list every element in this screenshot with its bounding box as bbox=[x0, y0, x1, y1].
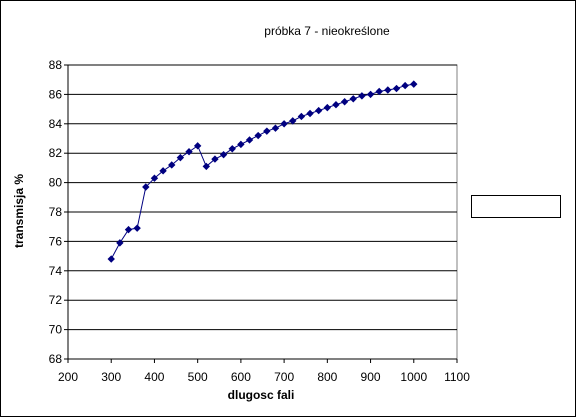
data-point bbox=[306, 109, 314, 118]
data-point bbox=[159, 167, 167, 175]
chart-title: próbka 7 - nieokreślone bbox=[264, 24, 390, 38]
data-point bbox=[107, 255, 115, 263]
data-point bbox=[219, 150, 228, 159]
x-tick-label: 200 bbox=[58, 370, 78, 384]
data-point bbox=[193, 142, 202, 150]
data-point bbox=[237, 140, 245, 149]
data-point bbox=[349, 95, 357, 103]
data-point bbox=[185, 148, 193, 156]
data-point bbox=[124, 225, 133, 234]
data-point bbox=[297, 112, 306, 121]
data-point bbox=[142, 183, 150, 191]
x-tick-label: 400 bbox=[144, 370, 164, 384]
x-tick-label: 900 bbox=[361, 370, 381, 384]
data-point bbox=[254, 131, 262, 140]
x-tick-label: 500 bbox=[188, 370, 208, 384]
y-tick-label: 76 bbox=[49, 234, 63, 248]
x-tick-label: 1000 bbox=[400, 370, 427, 384]
legend bbox=[471, 195, 561, 218]
x-axis-label: dlugosc fali bbox=[228, 388, 295, 402]
data-point bbox=[116, 239, 124, 247]
data-point bbox=[245, 136, 254, 144]
x-axis-ticks: 200 300 400 500 600 700 800 900 1000 1100 bbox=[58, 359, 470, 384]
data-point bbox=[358, 92, 366, 100]
data-point bbox=[133, 224, 141, 232]
data-point bbox=[228, 145, 236, 153]
y-tick-label: 88 bbox=[49, 58, 63, 72]
data-point bbox=[150, 174, 159, 182]
y-tick-label: 80 bbox=[49, 176, 63, 190]
x-tick-label: 800 bbox=[317, 370, 337, 384]
data-point bbox=[289, 117, 297, 125]
x-tick-label: 1100 bbox=[444, 370, 470, 384]
data-point bbox=[176, 153, 185, 162]
data-point bbox=[202, 162, 211, 171]
data-point bbox=[332, 100, 340, 109]
data-point bbox=[410, 80, 418, 88]
x-tick-label: 700 bbox=[274, 370, 294, 384]
gridlines bbox=[68, 64, 457, 331]
y-tick-label: 74 bbox=[49, 264, 63, 278]
data-point bbox=[168, 161, 176, 169]
data-point bbox=[323, 103, 332, 112]
data-point bbox=[280, 120, 288, 128]
data-point bbox=[401, 81, 409, 90]
data-point bbox=[263, 127, 271, 135]
data-point bbox=[271, 124, 280, 132]
x-tick-label: 600 bbox=[231, 370, 251, 384]
y-tick-label: 84 bbox=[49, 117, 63, 131]
y-axis-label: transmisja % bbox=[12, 174, 26, 248]
data-point bbox=[375, 87, 383, 96]
data-point bbox=[340, 98, 349, 106]
y-tick-label: 72 bbox=[49, 293, 63, 307]
y-tick-label: 82 bbox=[49, 146, 63, 160]
series bbox=[107, 80, 418, 263]
y-axis-ticks: 68 70 72 74 76 78 80 82 84 86 88 bbox=[49, 58, 68, 366]
x-tick-label: 300 bbox=[101, 370, 121, 384]
y-tick-label: 78 bbox=[49, 205, 63, 219]
y-tick-label: 70 bbox=[49, 323, 63, 337]
y-tick-label: 86 bbox=[49, 87, 63, 101]
y-tick-label: 68 bbox=[49, 352, 63, 366]
data-point bbox=[384, 86, 392, 94]
data-point bbox=[366, 90, 375, 99]
data-point bbox=[392, 84, 401, 93]
data-point bbox=[314, 106, 323, 115]
data-point bbox=[211, 155, 219, 163]
